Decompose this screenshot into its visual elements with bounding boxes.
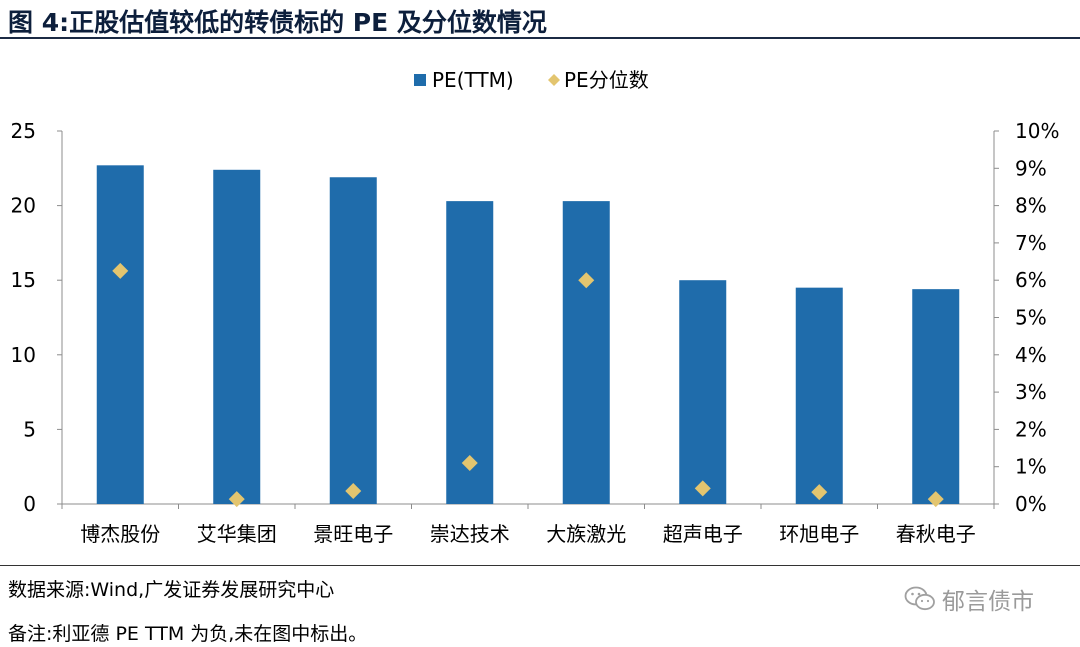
footer-divider: [0, 565, 1080, 566]
data-source: 数据来源:Wind,广发证券发展研究中心: [8, 579, 335, 601]
left-tick-label: 20: [11, 194, 36, 218]
bar-pe-ttm: [562, 201, 610, 504]
right-tick-label: 2%: [1015, 417, 1047, 441]
left-tick-label: 15: [11, 268, 36, 292]
left-tick-label: 25: [11, 119, 36, 143]
watermark-text: 郁言债市: [942, 589, 1034, 615]
category-label: 春秋电子: [896, 522, 976, 546]
bar-pe-ttm: [329, 177, 377, 504]
left-tick-label: 10: [11, 343, 36, 367]
point-pe-percentile: [461, 454, 478, 471]
legend-swatch-pe-percentile: [548, 74, 560, 86]
bar-pe-ttm: [446, 201, 494, 504]
legend-swatch-pe-ttm: [414, 74, 426, 86]
bar-pe-ttm: [213, 169, 261, 505]
category-label: 博杰股份: [80, 522, 160, 546]
right-tick-label: 6%: [1015, 268, 1047, 292]
category-label: 艾华集团: [197, 522, 277, 546]
legend-label-pe-percentile: PE分位数: [564, 68, 649, 92]
right-tick-label: 0%: [1015, 492, 1047, 516]
category-label: 大族激光: [546, 522, 626, 546]
left-tick-label: 5: [23, 417, 36, 441]
right-tick-label: 4%: [1015, 343, 1047, 367]
right-tick-label: 9%: [1015, 156, 1047, 180]
point-pe-percentile: [228, 491, 245, 508]
legend-label-pe-ttm: PE(TTM): [432, 68, 514, 92]
bar-pe-ttm: [795, 287, 843, 504]
category-label: 景旺电子: [313, 522, 393, 546]
wechat-icon: [904, 586, 935, 611]
point-pe-percentile: [694, 480, 711, 497]
bar-pe-ttm: [912, 289, 960, 504]
bar-pe-ttm: [96, 165, 144, 504]
title-divider: [0, 37, 1080, 39]
right-tick-label: 5%: [1015, 306, 1047, 330]
right-tick-label: 10%: [1015, 119, 1059, 143]
category-label: 超声电子: [663, 522, 743, 546]
point-pe-percentile: [927, 491, 944, 508]
right-tick-label: 8%: [1015, 194, 1047, 218]
point-pe-percentile: [112, 262, 129, 279]
point-pe-percentile: [345, 482, 362, 499]
bar-chart: 0 5 10 15 20 25 0% 1% 2% 3% 4% 5% 6% 7% 8% 9% 10% 博杰股份 艾华集…: [11, 68, 1060, 546]
point-pe-percentile: [811, 484, 828, 501]
point-pe-percentile: [578, 272, 595, 289]
right-tick-label: 1%: [1015, 455, 1047, 479]
watermark: 郁言债市: [904, 582, 1034, 616]
left-tick-label: 0: [23, 492, 36, 516]
right-tick-label: 3%: [1015, 380, 1047, 404]
bar-pe-ttm: [679, 280, 727, 504]
category-label: 崇达技术: [430, 522, 510, 546]
category-label: 环旭电子: [779, 522, 859, 546]
figure-title: 图 4:正股估值较低的转债标的 PE 及分位数情况: [8, 8, 547, 37]
footnote: 备注:利亚德 PE TTM 为负,未在图中标出。: [8, 623, 368, 645]
right-tick-label: 7%: [1015, 231, 1047, 255]
